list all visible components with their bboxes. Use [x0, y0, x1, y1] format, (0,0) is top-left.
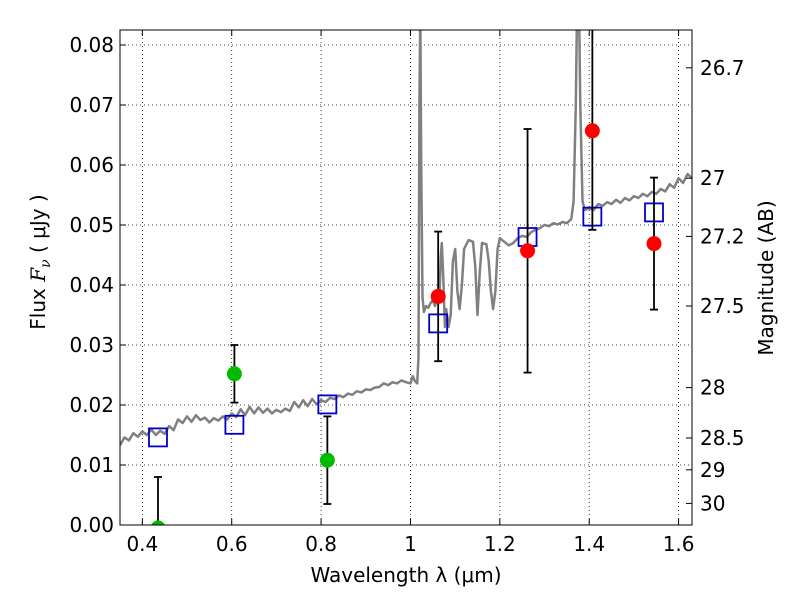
y-axis-label: Flux Fν ( μJy ): [26, 194, 54, 329]
y2-tick-label: 27.5: [700, 294, 745, 318]
plot-frame: [119, 29, 693, 526]
y-tick-label: 0.06: [69, 153, 114, 177]
y-axis-label-symbol: F: [26, 267, 50, 283]
y-tick-label: 0.07: [69, 93, 114, 117]
x-tick-label: 0.8: [305, 532, 337, 556]
model-flux-square: [224, 414, 245, 435]
x-tick-label: 1.4: [573, 532, 605, 556]
y-axis-label-unit: ( μJy ): [26, 194, 50, 259]
observed-point-green: [151, 520, 165, 525]
y2-tick-label: 30: [700, 491, 725, 515]
y-tick-label: 0.02: [69, 393, 114, 417]
y2-tick-label: 29: [700, 458, 725, 482]
x-tick-label: 0.6: [216, 532, 248, 556]
model-flux-square: [148, 427, 168, 448]
y2-axis-label: Magnitude (AB): [754, 200, 778, 355]
y-tick-label: 0.03: [69, 333, 114, 357]
observed-point-red: [584, 123, 600, 139]
y-axis-label-subscript: ν: [38, 259, 54, 268]
y2-tick-label: 27: [700, 166, 725, 190]
y-tick-label: 0.08: [69, 33, 114, 57]
model-flux-square: [317, 394, 338, 415]
y-tick-label: 0.00: [69, 513, 114, 537]
x-tick-label: 1.2: [484, 532, 516, 556]
y2-tick-label: 28: [700, 376, 725, 400]
x-tick-label: 1.6: [663, 532, 695, 556]
y2-tick-label: 27.2: [700, 224, 745, 248]
observed-point-red: [520, 243, 536, 259]
y-tick-label: 0.01: [69, 453, 114, 477]
data-layer: [120, 30, 692, 525]
y2-tick-label: 26.7: [700, 56, 745, 80]
observed-point-red: [646, 236, 662, 252]
y2-tick-label: 28.5: [700, 426, 745, 450]
observed-point-green: [319, 452, 335, 468]
observed-point-green: [226, 366, 242, 382]
y-axis-label-prefix: Flux: [26, 282, 50, 330]
x-axis-label: Wavelength λ (μm): [310, 563, 501, 587]
plot-area: [120, 30, 692, 525]
y-tick-label: 0.04: [69, 273, 114, 297]
x-tick-label: 0.4: [126, 532, 158, 556]
observed-point-red: [430, 288, 446, 304]
x-tick-label: 1: [404, 532, 417, 556]
ticks: 0.4 0.6 0.8 1 1.2 1.4 1.6 0.00 0.01 0.02 0.03 0.04 0…: [69, 30, 745, 556]
y-tick-label: 0.05: [69, 213, 114, 237]
